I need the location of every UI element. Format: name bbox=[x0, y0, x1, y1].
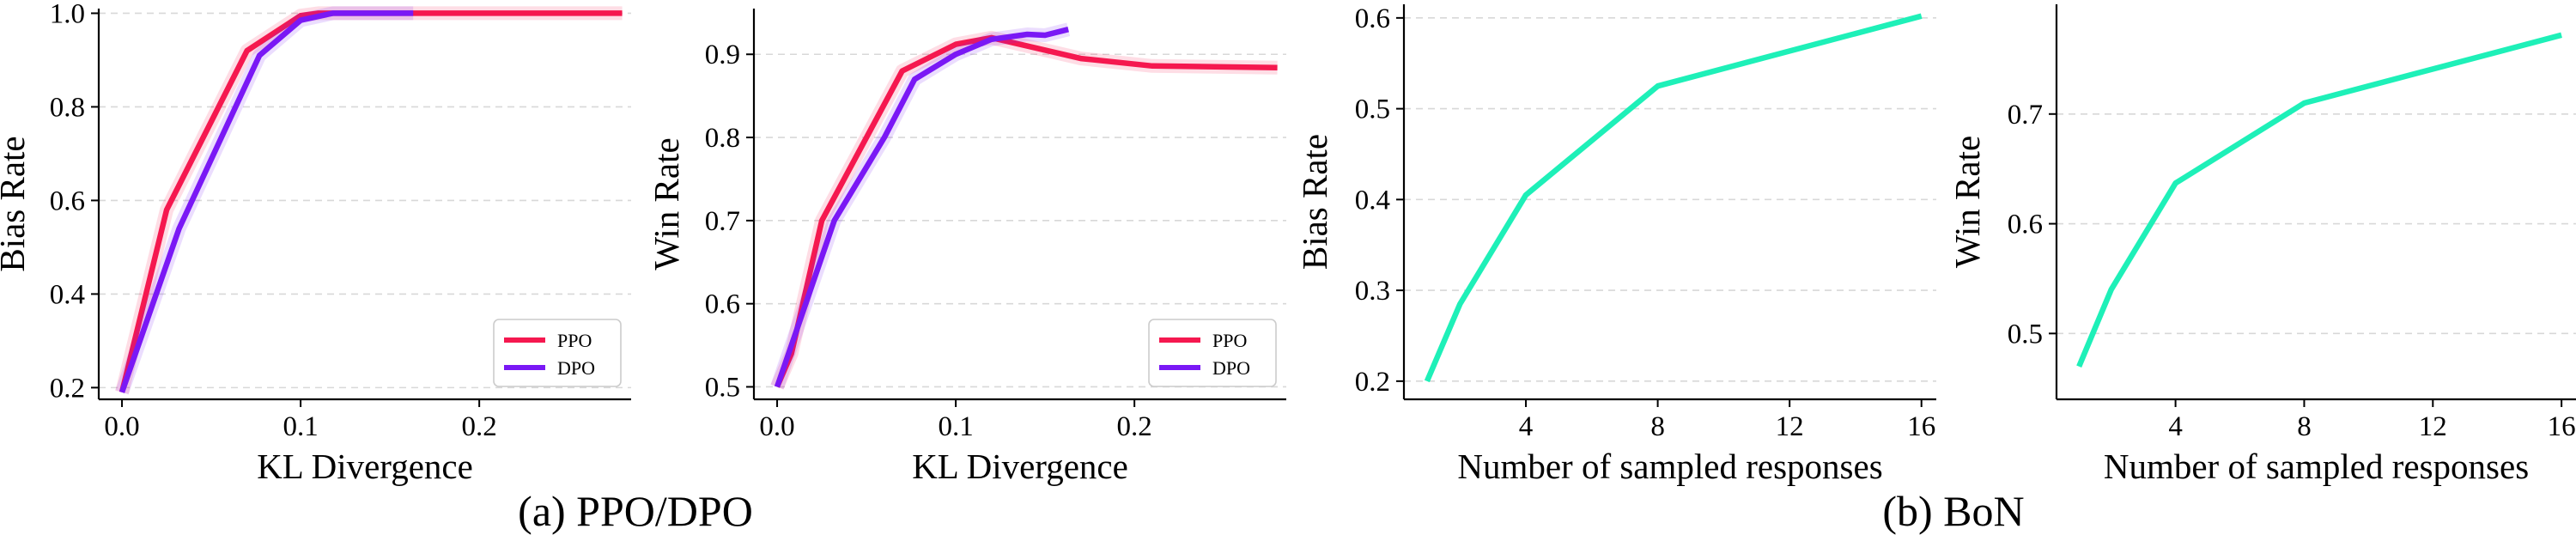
x-tick-label: 0.2 bbox=[1117, 411, 1152, 442]
y-tick-label: 0.3 bbox=[1355, 276, 1390, 307]
x-axis-label: Number of sampled responses bbox=[2104, 447, 2529, 486]
x-axis-label: KL Divergence bbox=[257, 447, 473, 486]
x-tick-label: 16 bbox=[2548, 411, 2576, 442]
chart-2: 0.5 0.6 0.7 0.8 0.9 0.0 0.1 0.2 KL Divergence Win… bbox=[647, 9, 1286, 486]
y-tick-label: 0.7 bbox=[2008, 100, 2043, 131]
y-tick-label: 0.8 bbox=[705, 123, 740, 154]
caption-a: (a) PPO/DPO bbox=[518, 487, 753, 535]
legend-label-dpo: DPO bbox=[557, 357, 595, 379]
x-tick-label: 4 bbox=[1519, 411, 1534, 442]
caption-b: (b) BoN bbox=[1882, 487, 2024, 535]
y-tick-label: 1.0 bbox=[50, 0, 85, 29]
legend-label-ppo: PPO bbox=[1212, 330, 1247, 351]
y-axis-label: Win Rate bbox=[1947, 136, 1987, 268]
y-axis-label: Bias Rate bbox=[1295, 134, 1334, 270]
x-tick-label: 0.0 bbox=[104, 411, 139, 442]
x-tick-label: 0.0 bbox=[759, 411, 794, 442]
series-line-bon bbox=[2076, 32, 2562, 368]
legend-label-dpo: DPO bbox=[1212, 357, 1250, 379]
series-line-dpo bbox=[774, 27, 1069, 388]
y-tick-label: 0.6 bbox=[2008, 210, 2043, 240]
y-tick-label: 0.8 bbox=[50, 92, 85, 123]
x-tick-label: 8 bbox=[1650, 411, 1665, 442]
y-axis-label: Bias Rate bbox=[0, 136, 32, 271]
y-tick-label: 0.6 bbox=[705, 289, 740, 320]
y-tick-label: 0.7 bbox=[705, 206, 740, 237]
y-tick-label: 0.9 bbox=[705, 40, 740, 70]
chart-4: 0.5 0.6 0.7 4 8 12 16 Number of sampled respons… bbox=[1947, 4, 2576, 486]
x-tick-label: 0.1 bbox=[938, 411, 973, 442]
x-tick-label: 0.1 bbox=[283, 411, 318, 442]
y-tick-label: 0.6 bbox=[1355, 3, 1390, 34]
y-tick-label: 0.2 bbox=[1355, 367, 1390, 398]
x-axis-label: KL Divergence bbox=[912, 447, 1128, 486]
y-tick-label: 0.6 bbox=[50, 185, 85, 216]
series-line-dpo bbox=[118, 10, 414, 393]
x-tick-label: 0.2 bbox=[462, 411, 497, 442]
chart-1: 0.2 0.4 0.6 0.8 1.0 0.0 0.1 0.2 KL Divergence Bia… bbox=[0, 0, 631, 486]
series-line-ppo bbox=[775, 34, 1278, 388]
x-tick-label: 12 bbox=[2419, 411, 2447, 442]
legend: PPO DPO bbox=[1148, 319, 1277, 387]
chart-3: 0.2 0.3 0.4 0.5 0.6 4 8 12 16 Number of sampled r… bbox=[1295, 3, 1936, 486]
y-tick-label: 0.2 bbox=[50, 373, 85, 404]
y-tick-label: 0.5 bbox=[1355, 94, 1390, 125]
x-tick-label: 8 bbox=[2297, 411, 2312, 442]
y-tick-label: 0.4 bbox=[1355, 185, 1390, 216]
x-tick-label: 16 bbox=[1907, 411, 1935, 442]
x-tick-label: 4 bbox=[2168, 411, 2183, 442]
legend-label-ppo: PPO bbox=[557, 330, 592, 351]
y-tick-label: 0.4 bbox=[50, 279, 85, 310]
series-line-bon bbox=[1424, 13, 1923, 383]
y-tick-label: 0.5 bbox=[705, 372, 740, 403]
legend: PPO DPO bbox=[493, 319, 622, 387]
y-tick-label: 0.5 bbox=[2008, 319, 2043, 350]
y-axis-label: Win Rate bbox=[647, 137, 686, 270]
x-axis-label: Number of sampled responses bbox=[1457, 447, 1882, 486]
x-tick-label: 12 bbox=[1776, 411, 1804, 442]
